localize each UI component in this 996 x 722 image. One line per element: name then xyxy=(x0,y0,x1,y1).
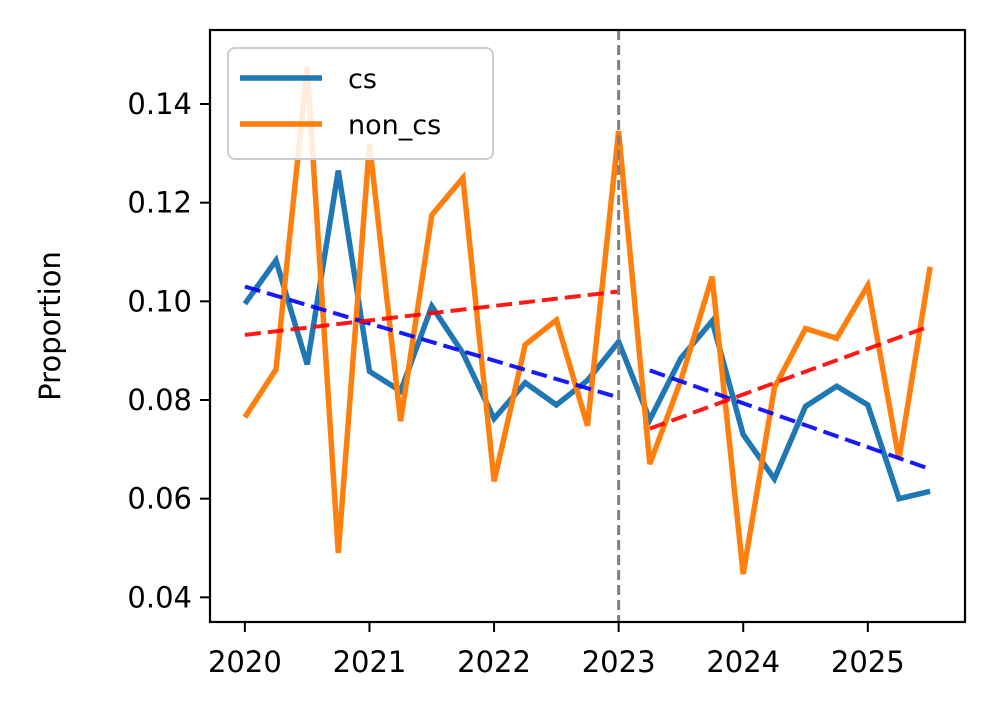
x-axis: 2020 2021 2022 2023 2024 2025 xyxy=(208,622,905,679)
plot-frame xyxy=(208,28,967,624)
y-tick-label: 0.12 xyxy=(127,186,192,220)
series-line-non-cs xyxy=(242,66,933,575)
x-tick-label: 2023 xyxy=(582,645,656,679)
x-tick-label: 2025 xyxy=(831,645,905,679)
y-tick-label: 0.14 xyxy=(127,87,192,121)
x-tick-label: 2022 xyxy=(457,645,531,679)
y-tick-label: 0.08 xyxy=(127,383,192,417)
x-tick-label: 2020 xyxy=(208,645,282,679)
legend-label-cs: cs xyxy=(348,64,377,95)
legend-label-non-cs: non_cs xyxy=(348,110,441,141)
y-axis: 0.04 0.06 0.08 0.10 0.12 0.14 xyxy=(127,87,210,614)
legend: cs non_cs xyxy=(227,47,494,160)
trend-line xyxy=(649,368,931,471)
x-tick-label: 2021 xyxy=(333,645,407,679)
y-tick-label: 0.04 xyxy=(127,580,192,614)
trend-line xyxy=(244,284,620,400)
x-tick-label: 2024 xyxy=(706,645,780,679)
y-axis-label: Proportion xyxy=(33,251,67,401)
y-tick-label: 0.06 xyxy=(127,482,192,516)
y-tick-label: 0.10 xyxy=(127,284,192,318)
trend-line xyxy=(649,324,931,431)
plot-area xyxy=(242,30,933,622)
trend-line xyxy=(244,289,619,337)
